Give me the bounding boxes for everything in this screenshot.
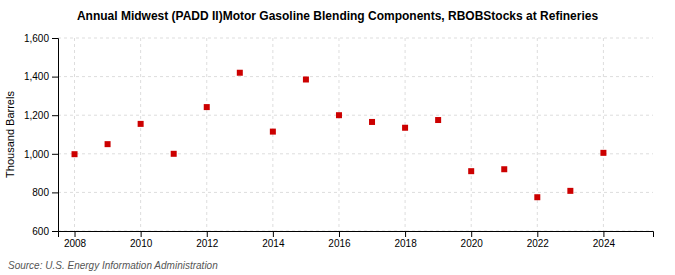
x-axis-tick-mark xyxy=(537,231,538,237)
x-axis-tick-mark xyxy=(603,231,604,237)
points xyxy=(72,70,607,200)
grid-line xyxy=(603,38,604,231)
point xyxy=(303,76,309,82)
y-axis: 600 800 1,000 1,200 1,400 1,600 xyxy=(24,33,59,237)
x-axis-tick: 2016 xyxy=(328,231,351,249)
grid-line xyxy=(338,38,339,231)
x-axis-tick-mark xyxy=(75,231,76,237)
point xyxy=(501,166,507,172)
x-axis-tick: 2024 xyxy=(593,231,616,249)
y-axis-tick: 1,600 xyxy=(24,33,58,44)
y-axis-title: Thousand Barrels xyxy=(4,91,16,178)
plot-area: 2008 2010 2012 2014 2016 2018 2020 2022 2024 600 8… xyxy=(24,33,654,249)
point xyxy=(435,117,441,123)
x-axis-tick-label: 2016 xyxy=(328,238,351,249)
point xyxy=(204,104,210,110)
point xyxy=(72,151,78,157)
y-axis-tick-mark xyxy=(52,115,58,116)
grid-line xyxy=(58,76,653,77)
point xyxy=(567,188,573,194)
y-axis-tick: 1,400 xyxy=(24,71,58,82)
point xyxy=(336,112,342,118)
x-axis-tick: 2014 xyxy=(262,231,285,249)
x-axis-tick: 2008 xyxy=(64,231,87,249)
y-axis-tick-label: 1,600 xyxy=(24,33,49,44)
point xyxy=(402,125,408,131)
x-axis-tick: 2022 xyxy=(527,231,550,249)
grid-line xyxy=(58,153,653,154)
point xyxy=(270,129,276,135)
y-axis-tick-label: 1,200 xyxy=(24,110,49,121)
chart: 2008 2010 2012 2014 2016 2018 2020 2022 2024 600 8… xyxy=(0,0,675,275)
point xyxy=(138,121,144,127)
point xyxy=(468,168,474,174)
x-axis-tick-label: 2022 xyxy=(527,238,550,249)
x-axis-tick: 2010 xyxy=(130,231,153,249)
point xyxy=(369,119,375,125)
grid-line xyxy=(405,38,406,231)
x-axis: 2008 2010 2012 2014 2016 2018 2020 2022 2024 xyxy=(59,231,654,249)
grid-line xyxy=(471,38,472,231)
y-axis-tick-label: 1,400 xyxy=(24,71,49,82)
grid-line xyxy=(58,192,653,193)
y-axis-tick: 600 xyxy=(32,226,58,237)
grid-line xyxy=(74,38,75,231)
y-axis-line xyxy=(52,39,59,232)
y-axis-tick-mark xyxy=(52,77,58,78)
y-axis-tick-mark xyxy=(52,231,58,232)
x-axis-tick-label: 2020 xyxy=(461,238,484,249)
y-axis-tick-mark xyxy=(52,38,58,39)
x-axis-tick-mark xyxy=(141,231,142,237)
grid-line xyxy=(537,38,538,231)
grid-line xyxy=(206,38,207,231)
title: Annual Midwest (PADD II)Motor Gasoline B… xyxy=(77,9,598,23)
source-note: Source: U.S. Energy Information Administ… xyxy=(8,260,218,271)
x-axis-tick: 2020 xyxy=(461,231,484,249)
grid-line xyxy=(140,38,141,231)
grid-line xyxy=(58,115,653,116)
x-axis-tick: 2018 xyxy=(394,231,417,249)
x-axis-tick-mark xyxy=(339,231,340,237)
point xyxy=(105,141,111,147)
x-axis-tick-label: 2012 xyxy=(196,238,219,249)
x-axis-tick-label: 2014 xyxy=(262,238,285,249)
point xyxy=(171,151,177,157)
y-axis-tick-label: 600 xyxy=(32,226,49,237)
x-axis-tick-label: 2024 xyxy=(593,238,616,249)
point xyxy=(600,150,606,156)
x-axis-line xyxy=(59,232,654,238)
y-axis-tick-label: 800 xyxy=(32,187,49,198)
x-axis-tick-mark xyxy=(207,231,208,237)
x-axis-tick-mark xyxy=(405,231,406,237)
x-axis-tick-label: 2018 xyxy=(394,238,417,249)
y-axis-tick: 1,000 xyxy=(24,149,58,160)
x-axis-tick: 2012 xyxy=(196,231,219,249)
point xyxy=(237,70,243,76)
x-axis-tick-mark xyxy=(273,231,274,237)
x-axis-tick-label: 2010 xyxy=(130,238,153,249)
y-axis-tick-mark xyxy=(52,192,58,193)
y-axis-tick: 1,200 xyxy=(24,110,58,121)
x-axis-tick-label: 2008 xyxy=(64,238,87,249)
grid xyxy=(58,38,653,231)
x-axis-tick-mark xyxy=(471,231,472,237)
point xyxy=(534,194,540,200)
y-axis-tick: 800 xyxy=(32,187,58,198)
grid-line xyxy=(58,38,653,39)
y-axis-tick-mark xyxy=(52,154,58,155)
y-axis-tick-label: 1,000 xyxy=(24,149,49,160)
